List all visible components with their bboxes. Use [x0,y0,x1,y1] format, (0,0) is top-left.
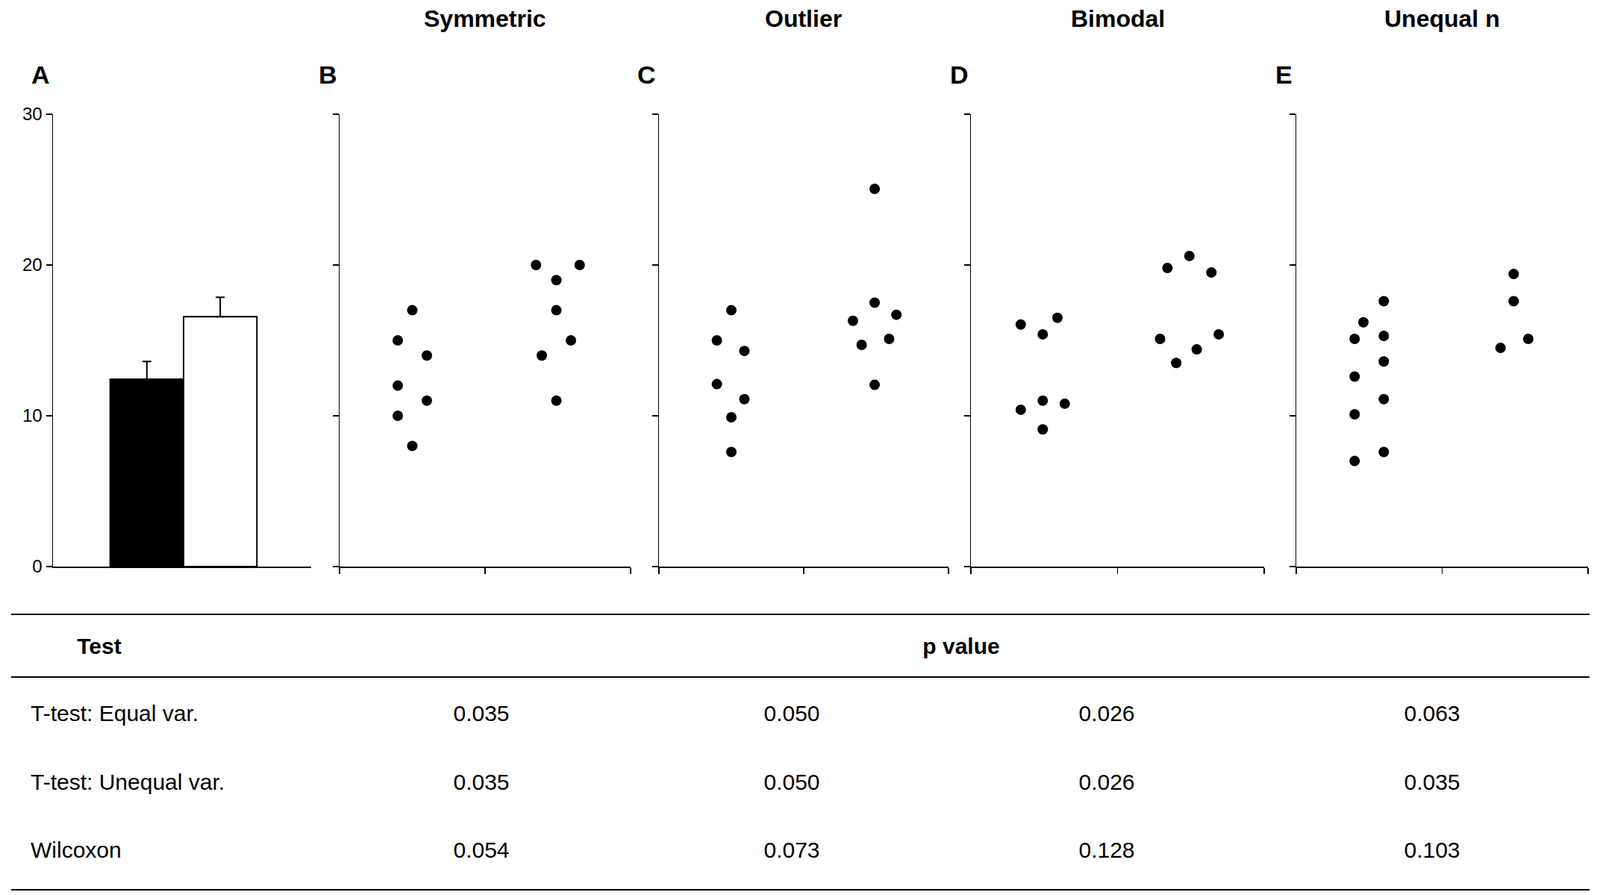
html-text:Wilcoxon: Wilcoxon [30,837,122,862]
svg-text:E: E [1275,60,1293,89]
html-text:0.035: 0.035 [1404,769,1461,795]
html-text:0.054: 0.054 [453,837,510,862]
html-text:0.050: 0.050 [763,700,820,726]
html-text:0.128: 0.128 [1078,837,1135,862]
html-text:0.026: 0.026 [1078,769,1135,795]
html-text:T-test: Equal var.: T-test: Equal var. [30,700,199,726]
html-text:0.050: 0.050 [763,769,820,795]
html-text:0.035: 0.035 [453,769,510,795]
svg-text:0: 0 [32,555,42,577]
svg-text:Symmetric: Symmetric [423,5,547,33]
html-text:0.103: 0.103 [1404,837,1461,862]
html-text:0.063: 0.063 [1404,700,1461,726]
html-text:Test: Test [77,633,122,659]
svg-text:D: D [950,60,969,89]
html-text:0.026: 0.026 [1078,700,1135,726]
html-text:T-test: Unequal var.: T-test: Unequal var. [30,769,225,795]
svg-text:Outlier: Outlier [764,5,842,33]
html-text:0.035: 0.035 [453,700,510,726]
html-text:p value: p value [922,633,1000,659]
svg-text:10: 10 [22,405,43,426]
svg-text:A: A [31,60,50,89]
svg-text:30: 30 [22,103,43,124]
svg-text:C: C [637,60,656,89]
svg-text:Bimodal: Bimodal [1070,5,1165,33]
svg-text:B: B [318,60,338,89]
html-text:0.073: 0.073 [763,837,820,862]
svg-text:20: 20 [22,254,43,275]
svg-text:Unequal n: Unequal n [1384,5,1500,33]
